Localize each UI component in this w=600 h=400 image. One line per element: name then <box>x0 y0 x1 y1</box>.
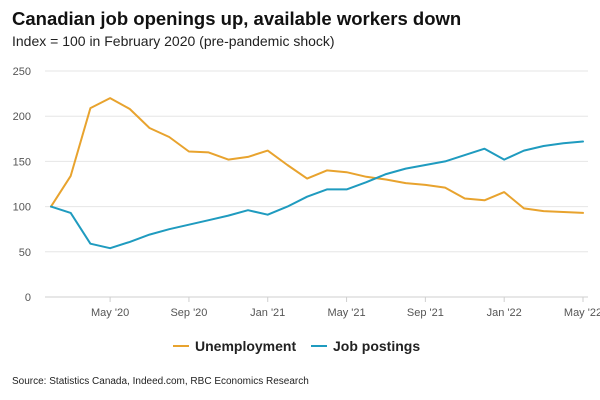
y-tick-label: 150 <box>13 156 31 168</box>
y-tick-label: 250 <box>13 66 31 78</box>
x-tick-label: Jan '22 <box>487 307 522 319</box>
x-tick-label: May '21 <box>327 307 365 319</box>
chart-subtitle: Index = 100 in February 2020 (pre-pandem… <box>12 33 335 49</box>
source-note: Source: Statistics Canada, Indeed.com, R… <box>12 376 309 387</box>
y-tick-label: 200 <box>13 111 31 123</box>
series-line-unemployment <box>50 97 584 214</box>
x-tick-label: Jan '21 <box>250 307 285 319</box>
series-line-job-postings <box>50 140 584 250</box>
legend-label: Job postings <box>333 338 420 354</box>
x-tick-label: May '22 <box>564 307 600 319</box>
legend-label: Unemployment <box>195 338 296 354</box>
y-tick-label: 100 <box>13 202 31 214</box>
y-tick-label: 50 <box>19 247 31 259</box>
x-tick-label: Sep '20 <box>170 307 207 319</box>
x-tick-label: May '20 <box>91 307 129 319</box>
chart-title: Canadian job openings up, available work… <box>12 8 462 29</box>
x-tick-label: Sep '21 <box>407 307 444 319</box>
y-tick-label: 0 <box>25 292 31 304</box>
